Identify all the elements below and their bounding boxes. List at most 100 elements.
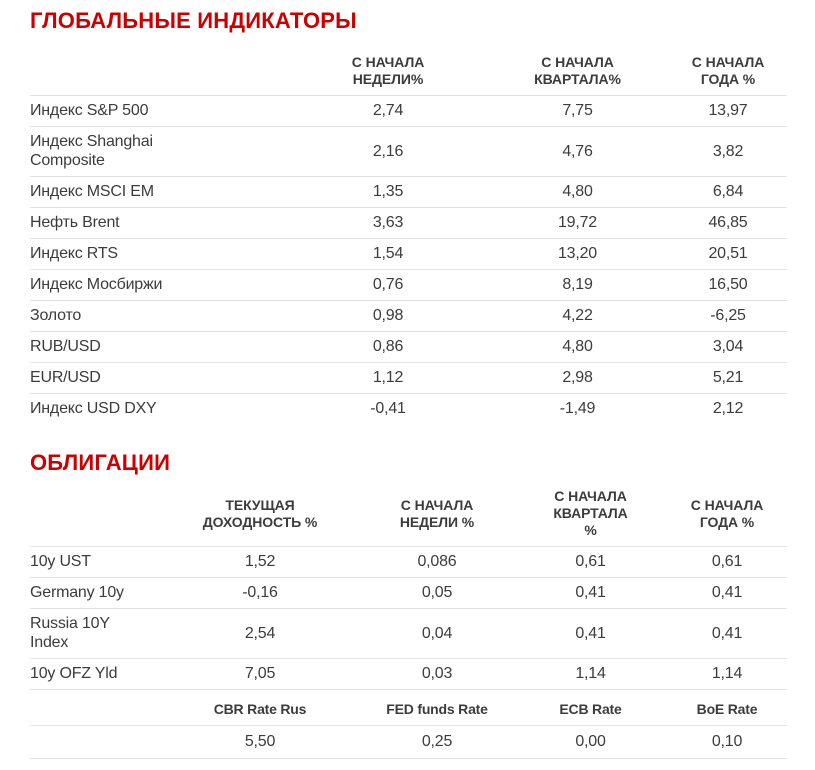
column-header-quarter: С НАЧАЛА КВАРТАЛА % [514,482,667,547]
table-row: Индекс S&P 500 2,74 7,75 13,97 [30,95,787,127]
rate-label-cbr: CBR Rate Rus [160,689,360,726]
rate-label-boe: BoE Rate [667,689,787,726]
week-value: 0,76 [290,269,486,301]
quarter-value: 19,72 [486,207,669,239]
table-row: Золото 0,98 4,22 -6,25 [30,300,787,332]
empty-header-cell [30,48,290,96]
year-value: 1,14 [667,658,787,690]
global-indicators-header-row: С НАЧАЛА НЕДЕЛИ% С НАЧАЛА КВАРТАЛА% С НА… [30,48,787,96]
column-header-quarter: С НАЧАЛА КВАРТАЛА% [486,48,669,96]
week-value: 2,74 [290,95,486,127]
rate-value-fed: 0,25 [360,725,514,759]
current-yield-value: -0,16 [160,577,360,609]
quarter-value: 2,98 [486,362,669,394]
row-label: Индекс USD DXY [30,400,157,417]
column-header-year: С НАЧАЛА ГОДА % [669,48,787,96]
row-label: Нефть Brent [30,207,290,239]
row-label: Индекс MSCI EM [30,176,290,208]
table-row: Germany 10y -0,16 0,05 0,41 0,41 [30,577,787,609]
column-header-current-yield: ТЕКУЩАЯ ДОХОДНОСТЬ % [160,482,360,547]
global-indicators-table: С НАЧАЛА НЕДЕЛИ% С НАЧАЛА КВАРТАЛА% С НА… [30,48,787,424]
table-row: EUR/USD 1,12 2,98 5,21 [30,362,787,394]
rate-label-fed: FED funds Rate [360,689,514,726]
row-label: Индекс Мосбиржи [30,269,290,301]
year-value: 20,51 [669,238,787,270]
row-label: Russia 10Y Index [30,608,160,659]
empty-cell [30,725,160,759]
table-row: RUB/USD 0,86 4,80 3,04 [30,331,787,363]
year-value: 0,61 [667,546,787,578]
week-value: 1,12 [290,362,486,394]
quarter-value: 4,76 [486,126,669,177]
year-value: 46,85 [669,207,787,239]
table-row: 10y UST 1,52 0,086 0,61 0,61 [30,546,787,578]
week-value: 2,16 [290,126,486,177]
current-yield-value: 1,52 [160,546,360,578]
global-indicators-title: ГЛОБАЛЬНЫЕ ИНДИКАТОРЫ [30,8,357,33]
table-row: Индекс MSCI EM 1,35 4,80 6,84 [30,176,787,208]
bonds-title: ОБЛИГАЦИИ [30,450,171,475]
year-value: 2,12 [712,400,744,417]
bonds-table: ТЕКУЩАЯ ДОХОДНОСТЬ % С НАЧАЛА НЕДЕЛИ % С… [30,482,787,759]
year-value: 16,50 [669,269,787,301]
quarter-value: 1,14 [514,658,667,690]
current-yield-value: 2,54 [160,608,360,659]
week-value: 0,04 [360,608,514,659]
quarter-value: 8,19 [486,269,669,301]
year-value: 5,21 [669,362,787,394]
quarter-value: -1,49 [559,400,596,417]
column-header-week: С НАЧАЛА НЕДЕЛИ % [360,482,514,547]
row-label: Индекс Shanghai Composite [30,126,290,177]
central-bank-rates-value-row: 5,50 0,25 0,00 0,10 [30,725,787,759]
table-row: Индекс Мосбиржи 0,76 8,19 16,50 [30,269,787,301]
year-value: 13,97 [669,95,787,127]
quarter-value: 0,61 [514,546,667,578]
week-value: 0,05 [360,577,514,609]
week-value: 3,63 [290,207,486,239]
year-value: -6,25 [669,300,787,332]
week-value: 1,54 [290,238,486,270]
week-value: 0,98 [290,300,486,332]
row-label: 10y UST [30,546,160,578]
rate-label-ecb: ECB Rate [514,689,667,726]
year-value: 3,82 [669,126,787,177]
empty-header-cell [30,482,160,547]
year-value: 6,84 [669,176,787,208]
table-row: Индекс RTS 1,54 13,20 20,51 [30,238,787,270]
table-row: Нефть Brent 3,63 19,72 46,85 [30,207,787,239]
rate-value-ecb: 0,00 [514,725,667,759]
week-value: 0,03 [360,658,514,690]
row-label: Индекс S&P 500 [30,95,290,127]
bonds-header-row: ТЕКУЩАЯ ДОХОДНОСТЬ % С НАЧАЛА НЕДЕЛИ % С… [30,482,787,547]
central-bank-rates-header-row: CBR Rate Rus FED funds Rate ECB Rate BoE… [30,689,787,726]
rate-value-boe: 0,10 [667,725,787,759]
quarter-value: 4,80 [486,331,669,363]
current-yield-value: 7,05 [160,658,360,690]
empty-cell [30,689,160,726]
week-value: -0,41 [370,400,406,417]
row-label: EUR/USD [30,362,290,394]
week-value: 1,35 [290,176,486,208]
row-label: 10y OFZ Yld [30,658,160,690]
row-label: Индекс RTS [30,238,290,270]
year-value: 0,41 [667,577,787,609]
week-value: 0,086 [360,546,514,578]
year-value: 3,04 [669,331,787,363]
column-header-week: С НАЧАЛА НЕДЕЛИ% [290,48,486,96]
quarter-value: 0,41 [514,577,667,609]
week-value: 0,86 [290,331,486,363]
row-label: RUB/USD [30,331,290,363]
row-label: Germany 10y [30,577,160,609]
table-row: Индекс USD DXY -0,41 -1,49 2,12 [30,394,787,425]
quarter-value: 4,80 [486,176,669,208]
table-row: Индекс Shanghai Composite 2,16 4,76 3,82 [30,126,787,177]
year-value: 0,41 [667,608,787,659]
quarter-value: 13,20 [486,238,669,270]
table-row: Russia 10Y Index 2,54 0,04 0,41 0,41 [30,608,787,659]
quarter-value: 4,22 [486,300,669,332]
table-row: 10y OFZ Yld 7,05 0,03 1,14 1,14 [30,658,787,690]
rate-value-cbr: 5,50 [160,725,360,759]
quarter-value: 0,41 [514,608,667,659]
row-label: Золото [30,300,290,332]
